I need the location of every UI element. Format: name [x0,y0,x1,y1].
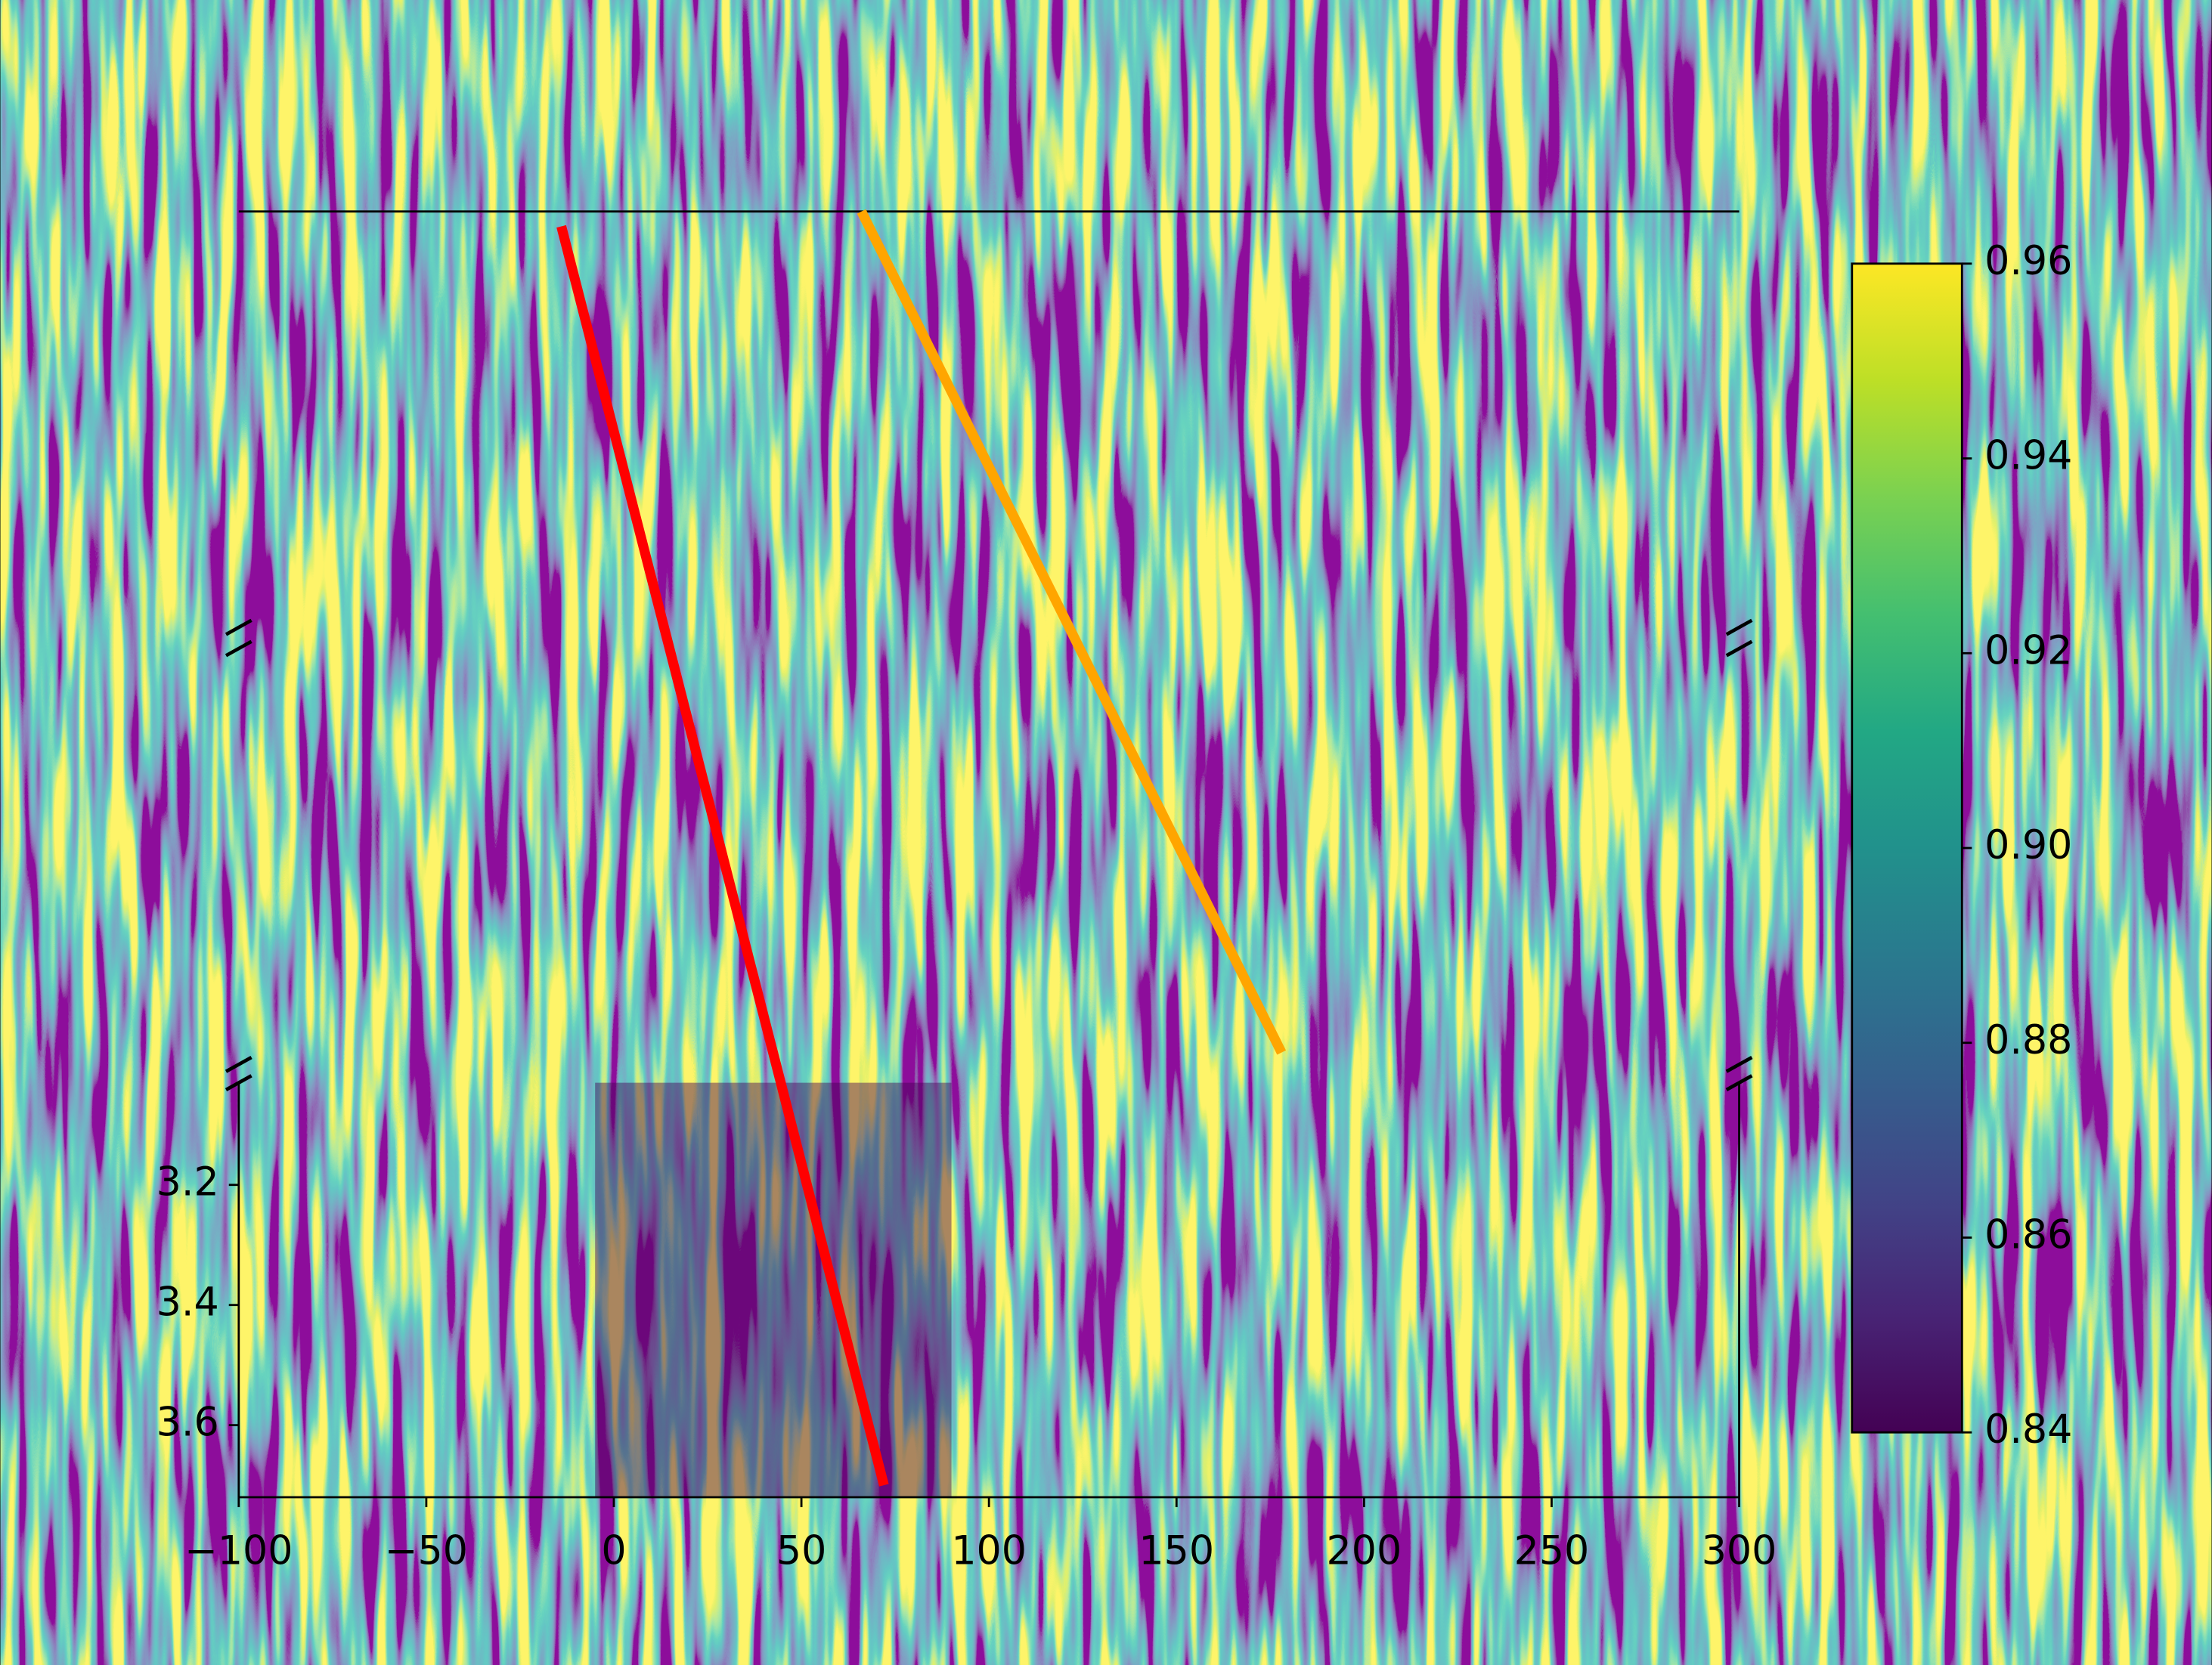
chart-title: Al III line at 1854.72 Å [792,40,1353,101]
absorption-band [613,211,990,628]
colorbar-tick-label: 0.88 [1984,1018,2072,1063]
break-mark [225,618,252,636]
break-mark [1725,639,1753,658]
x-tick-label: −50 [385,1529,468,1574]
y-tick-label: 1.6 [156,713,219,758]
x-tick-label: 50 [776,1529,826,1574]
break-mark [1725,1055,1753,1073]
break-mark [225,1074,252,1091]
break-mark [225,1055,252,1073]
heatmap-texture [238,1082,1740,1498]
x-tick-label: −100 [184,1529,293,1574]
heatmap-texture [238,211,1740,628]
y-tick-label: 3.6 [156,1400,219,1446]
trend-line [556,224,889,1487]
colorbar-tick-label: 0.94 [1984,434,2072,479]
colorbar-tick-label: 0.96 [1984,239,2072,284]
y-tick-label: 3.4 [156,1280,219,1326]
colorbar [1851,262,1963,1434]
colorbar-tick-label: 0.90 [1984,823,2072,868]
break-mark [1725,618,1753,636]
y-axis-label: Time (hours) [55,720,104,990]
absorption-band [595,1082,952,1498]
x-tick-label: 100 [951,1529,1027,1574]
break-mark [225,639,252,658]
colorbar-tick-label: 0.84 [1984,1407,2072,1453]
x-tick-label: 0 [601,1529,626,1574]
y-tick-label: 3.2 [156,1160,219,1205]
x-tick-label: 200 [1327,1529,1402,1574]
y-tick-label: 0.2 [156,335,219,380]
y-tick-label: 0.4 [156,484,219,529]
colorbar-tick-label: 0.92 [1984,628,2072,673]
break-mark [1725,1074,1753,1091]
heatmap-texture [238,648,1740,1065]
colorbar-tick-label: 0.86 [1984,1212,2072,1258]
x-tick-label: 150 [1139,1529,1214,1574]
x-tick-label: 300 [1702,1529,1777,1574]
y-tick-label: 2.0 [156,950,219,995]
x-tick-label: 250 [1514,1529,1590,1574]
x-axis-label: Radial Velocity (km/s) [760,1592,1218,1641]
y-tick-label: 1.8 [156,831,219,877]
colorbar-label: Flux [2122,812,2167,894]
trend-line [857,209,1287,1055]
y-tick-label: 0.0 [156,187,219,232]
